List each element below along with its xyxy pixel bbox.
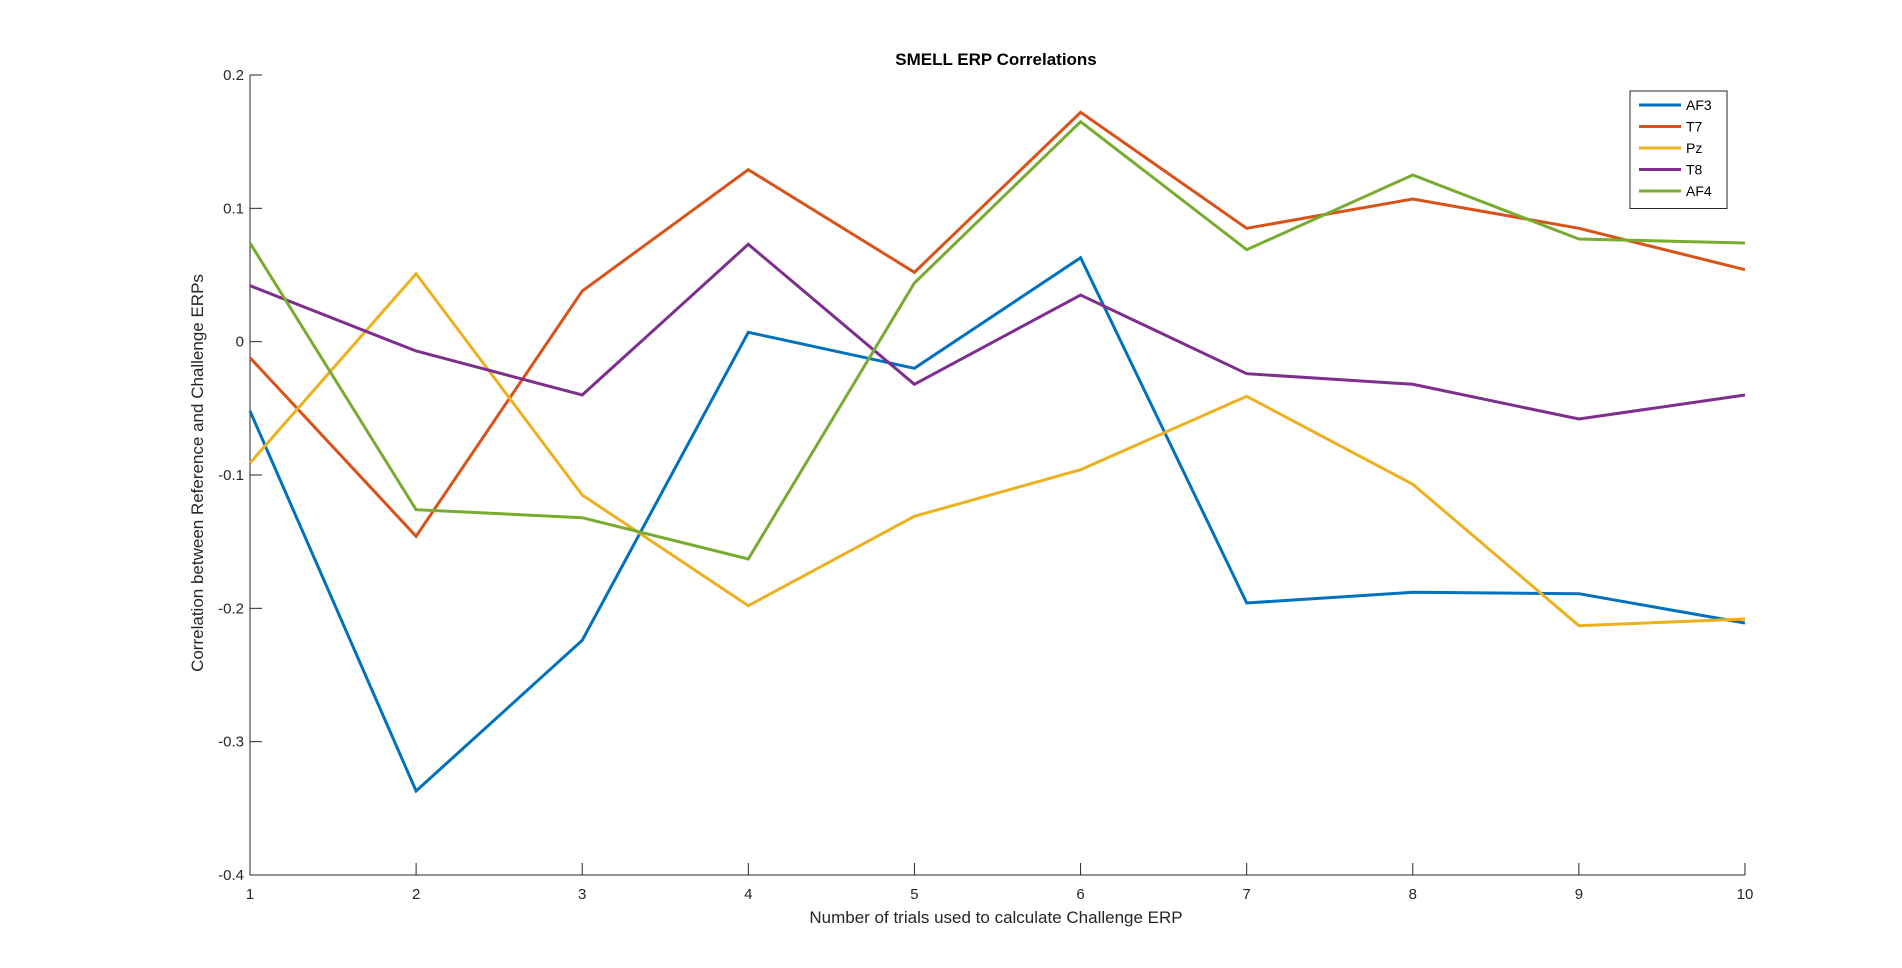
x-tick-label: 5 xyxy=(910,886,918,903)
legend-label: T7 xyxy=(1686,119,1703,135)
y-tick-label: 0 xyxy=(236,334,244,351)
legend-label: AF3 xyxy=(1686,97,1712,113)
axes: 1 2 3 4 5 6 7 8 9 10 -0.4 -0.3 -0.2 -0.1 0 0.1 0.2 xyxy=(218,67,1753,903)
x-tick-label: 7 xyxy=(1242,886,1250,903)
y-tick-label: -0.4 xyxy=(218,867,244,884)
y-tick-label: -0.2 xyxy=(218,600,244,617)
x-tick-label: 4 xyxy=(744,886,752,903)
legend-label: Pz xyxy=(1686,140,1702,156)
x-axis-title: Number of trials used to calculate Chall… xyxy=(809,908,1182,927)
x-tick-label: 1 xyxy=(246,886,254,903)
y-tick-label: -0.3 xyxy=(218,734,244,751)
series-line-t8 xyxy=(249,242,1746,421)
y-tick-label: 0.1 xyxy=(223,200,244,217)
series-line-pz xyxy=(248,271,1746,628)
legend-label: AF4 xyxy=(1686,183,1712,199)
y-axis-title: Correlation between Reference and Challe… xyxy=(188,274,207,672)
plot-lines xyxy=(248,110,1746,794)
legend-box xyxy=(1629,90,1728,209)
y-tick-label: 0.2 xyxy=(223,67,244,84)
y-tick-label: -0.1 xyxy=(218,467,244,484)
x-tick-label: 3 xyxy=(578,886,586,903)
chart-title: SMELL ERP Correlations xyxy=(895,50,1097,69)
x-tick-label: 9 xyxy=(1575,886,1583,903)
legend-label: T8 xyxy=(1686,162,1703,178)
x-tick-label: 10 xyxy=(1737,886,1754,903)
x-tick-label: 6 xyxy=(1076,886,1084,903)
x-tick-label: 8 xyxy=(1409,886,1417,903)
series-line-af4 xyxy=(248,119,1746,561)
legend: AF3 T7 Pz T8 AF4 xyxy=(1629,90,1728,209)
x-tick-label: 2 xyxy=(412,886,420,903)
series-line-t7 xyxy=(248,110,1746,539)
series-line-af3 xyxy=(248,255,1746,794)
